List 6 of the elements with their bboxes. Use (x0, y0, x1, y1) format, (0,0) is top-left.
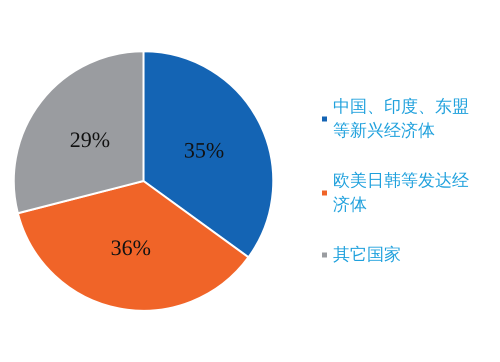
legend-label: 中国、印度、东盟等新兴经济体 (333, 97, 469, 141)
legend-label: 欧美日韩等发达经济体 (333, 171, 469, 215)
data-label: 29% (70, 126, 110, 152)
data-label: 35% (184, 138, 224, 163)
legend-label: 其它国家 (333, 245, 401, 265)
data-label: 36% (110, 235, 151, 260)
